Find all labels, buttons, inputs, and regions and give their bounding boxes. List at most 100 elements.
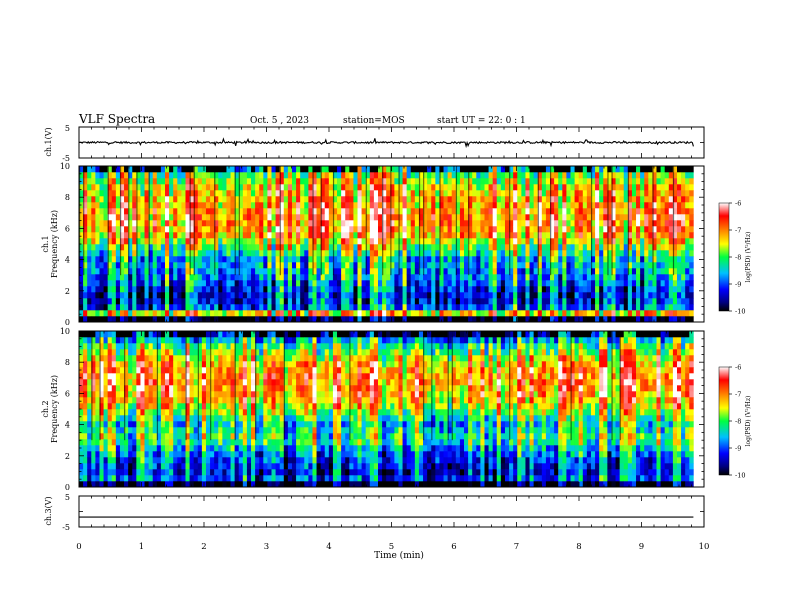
spectrogram-cell [578, 208, 584, 215]
spectrogram-cell [689, 250, 694, 257]
spectrogram-cell [218, 172, 223, 179]
spectrogram-cell [541, 250, 547, 257]
spectrogram-cell [140, 337, 145, 344]
spectrogram-cell [218, 268, 223, 275]
spectrogram-cell [509, 232, 514, 239]
spectrogram-cell [545, 166, 551, 173]
spectrogram-cell [251, 244, 256, 251]
spectrogram-cell [332, 292, 338, 299]
spectrogram-cell [83, 391, 88, 398]
spectrogram-cell [459, 226, 465, 233]
spectrogram-cell [439, 292, 444, 299]
spectrogram-cell [99, 355, 104, 362]
spectrogram-cell [83, 463, 88, 470]
spectrogram-cell [103, 451, 108, 458]
spectrogram-cell [214, 256, 219, 263]
spectrogram-cell [279, 166, 285, 173]
spectrogram-cell [402, 298, 407, 305]
spectrogram-cell [615, 226, 620, 233]
spectrogram-cell [189, 409, 194, 416]
spectrogram-cell [242, 220, 248, 227]
spectrogram-cell [447, 226, 453, 233]
spectrogram-cell [124, 166, 129, 173]
spectrogram-cell [382, 298, 387, 305]
spectrogram-cell [218, 256, 223, 263]
spectrogram-cell [455, 292, 461, 299]
spectrogram-cell [509, 316, 514, 323]
spectrogram-cell [91, 310, 96, 317]
spectrogram-cell [365, 286, 371, 293]
spectrogram-cell [496, 184, 502, 191]
spectrogram-cell [464, 280, 469, 287]
spectrogram-cell [308, 292, 313, 299]
spectrogram-cell [111, 457, 117, 464]
spectrogram-streak [320, 166, 322, 276]
spectrogram-cell [357, 178, 362, 185]
spectrogram-cell [636, 268, 641, 275]
spectrogram-cell [148, 226, 154, 233]
spectrogram-cell [246, 196, 252, 203]
spectrogram-cell [218, 184, 223, 191]
spectrogram-cell [128, 178, 133, 185]
spectrogram-cell [189, 214, 194, 221]
spectrogram-cell [369, 166, 375, 173]
spectrogram-cell [189, 463, 194, 470]
spectrogram-cell [676, 298, 682, 305]
spectrogram-cell [230, 304, 235, 311]
spectrogram-cell [140, 391, 145, 398]
spectrogram-cell [193, 298, 199, 305]
spectrogram-cell [136, 439, 141, 446]
spectrogram-cell [160, 304, 166, 311]
spectrogram-cell [189, 457, 194, 464]
spectrogram-cell [378, 202, 383, 209]
spectrogram-cell [185, 331, 190, 338]
spectrogram-cell [345, 286, 350, 293]
spectrogram-cell [308, 268, 313, 275]
spectrogram-cell [640, 310, 645, 317]
spectrogram-cell [488, 256, 493, 263]
spectrogram-cell [427, 292, 432, 299]
spectrogram-cell [410, 280, 416, 287]
spectrogram-cell [435, 214, 440, 221]
spectrogram-cell [152, 244, 158, 251]
spectrogram-cell [189, 202, 194, 209]
spectrogram-cell [513, 166, 518, 173]
spectrogram-cell [115, 409, 121, 416]
spectrogram-cell [119, 262, 125, 269]
spectrogram-cell [263, 274, 268, 281]
spectrogram-cell [660, 214, 666, 221]
spectrogram-cell [517, 256, 522, 263]
spectrogram-cell [464, 310, 469, 317]
spectrogram-cell [287, 202, 293, 209]
spectrogram-cell [345, 298, 350, 305]
spectrogram-cell [382, 250, 387, 257]
spectrogram-cell [87, 268, 92, 275]
spectrogram-cell [668, 220, 674, 227]
spectrogram-cell [672, 256, 678, 263]
spectrogram-cell [378, 214, 383, 221]
spectrogram-cell [91, 214, 96, 221]
spectrogram-cell [644, 262, 649, 269]
spectrogram-cell [275, 250, 280, 257]
spectrogram-cell [513, 196, 518, 203]
spectrogram-cell [652, 220, 657, 227]
spectrogram-cell [578, 184, 584, 191]
spectrogram-cell [603, 256, 608, 263]
spectrogram-cell [337, 202, 342, 209]
spectrogram-cell [87, 403, 92, 410]
spectrogram-cell [119, 337, 125, 344]
spectrogram-cell [132, 184, 137, 191]
spectrogram-cell [251, 166, 256, 173]
spectrogram-cell [165, 469, 170, 476]
spectrogram-cell [169, 385, 174, 392]
spectrogram-cell [169, 349, 174, 356]
spectrogram-cell [140, 208, 145, 215]
spectrogram-cell [480, 190, 485, 197]
spectrogram-cell [578, 280, 584, 287]
spectrogram-cell [504, 226, 510, 233]
spectrogram-cell [177, 439, 182, 446]
spectrogram-cell [484, 304, 489, 311]
spectrogram-cell [124, 232, 129, 239]
spectrogram-cell [234, 250, 240, 257]
spectrogram-cell [595, 286, 600, 293]
